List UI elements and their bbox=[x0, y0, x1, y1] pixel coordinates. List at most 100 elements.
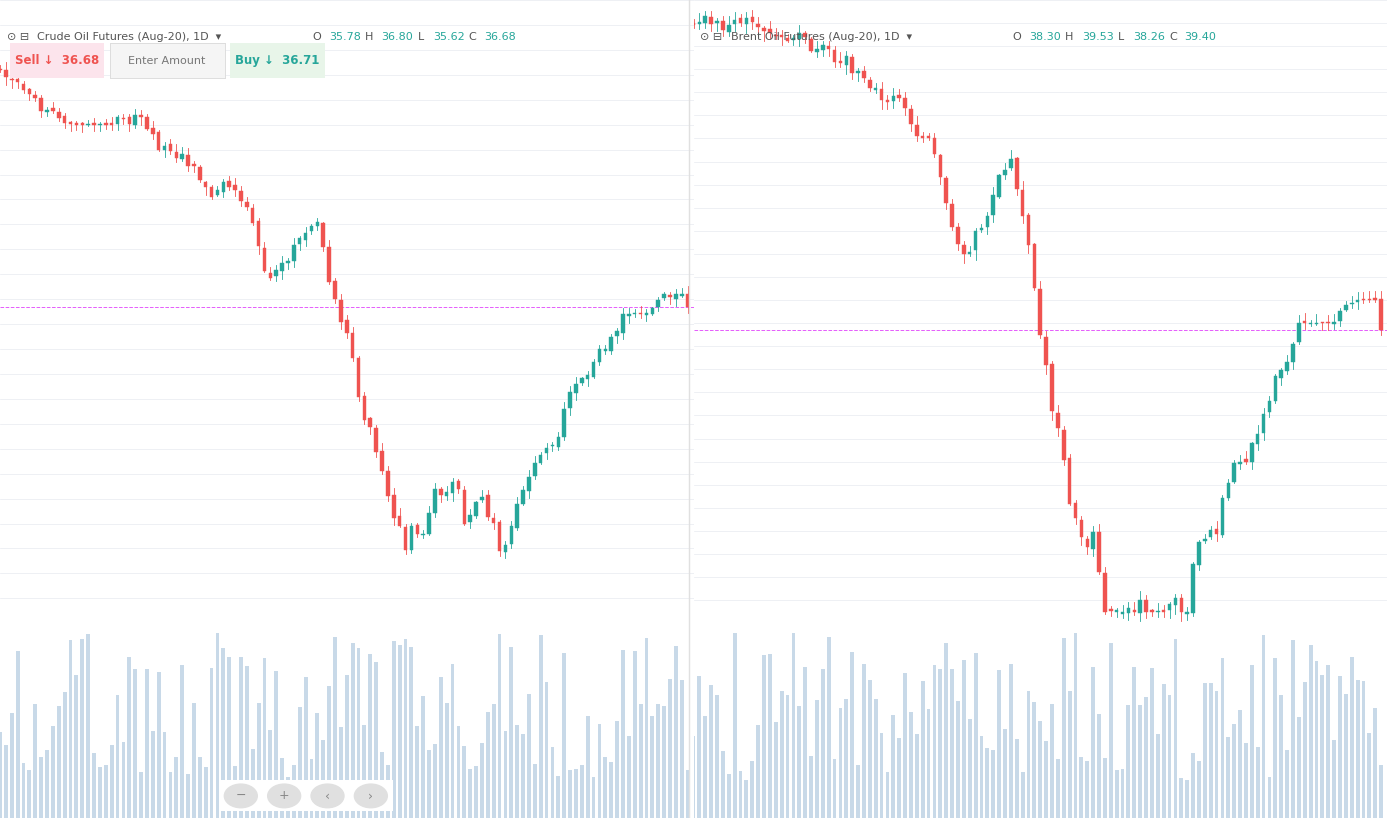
Bar bbox=[386, 765, 390, 818]
Bar bbox=[1320, 321, 1325, 323]
Bar bbox=[939, 155, 942, 178]
Bar bbox=[1008, 663, 1013, 818]
Bar bbox=[786, 38, 789, 41]
Bar bbox=[1232, 724, 1236, 818]
Text: ⊙ ⊟: ⊙ ⊟ bbox=[7, 32, 36, 42]
Bar bbox=[1179, 598, 1183, 612]
Text: Buy ↓  36.71: Buy ↓ 36.71 bbox=[236, 54, 319, 67]
Bar bbox=[451, 664, 455, 818]
Bar bbox=[1010, 159, 1013, 169]
Bar bbox=[68, 640, 72, 818]
Bar bbox=[356, 358, 361, 398]
Bar bbox=[716, 694, 718, 818]
Bar bbox=[1368, 299, 1372, 300]
Bar bbox=[1097, 714, 1101, 818]
Bar bbox=[233, 766, 237, 818]
Bar bbox=[175, 152, 178, 158]
Bar bbox=[1003, 729, 1007, 818]
Bar bbox=[186, 155, 190, 166]
Bar bbox=[1302, 321, 1307, 323]
Bar bbox=[621, 314, 624, 333]
Bar bbox=[227, 181, 232, 187]
Bar bbox=[522, 490, 524, 504]
Bar bbox=[845, 699, 849, 818]
Bar bbox=[1126, 609, 1130, 613]
Bar bbox=[739, 19, 742, 23]
Bar bbox=[169, 772, 172, 818]
Bar bbox=[727, 25, 731, 32]
Bar bbox=[868, 680, 871, 818]
Bar bbox=[380, 451, 384, 471]
Bar bbox=[651, 717, 655, 818]
Bar bbox=[739, 771, 742, 818]
Bar bbox=[674, 645, 678, 818]
Bar bbox=[985, 748, 989, 818]
Bar bbox=[128, 657, 132, 818]
Bar bbox=[1291, 344, 1294, 362]
Bar bbox=[627, 314, 631, 316]
Bar bbox=[269, 730, 272, 818]
Bar bbox=[832, 51, 836, 61]
Bar bbox=[345, 675, 348, 818]
Bar bbox=[345, 320, 348, 333]
Bar bbox=[821, 668, 825, 818]
Bar bbox=[485, 496, 490, 517]
Bar bbox=[563, 408, 566, 437]
Bar bbox=[698, 22, 702, 25]
Bar bbox=[645, 639, 648, 818]
Bar bbox=[1079, 519, 1083, 537]
Bar bbox=[685, 294, 689, 308]
Bar bbox=[257, 703, 261, 818]
Bar bbox=[1074, 633, 1078, 818]
Bar bbox=[1239, 710, 1241, 818]
Bar bbox=[440, 489, 442, 496]
Bar bbox=[850, 652, 854, 818]
Bar bbox=[239, 657, 243, 818]
Bar bbox=[1026, 691, 1031, 818]
Bar bbox=[1155, 734, 1160, 818]
Bar bbox=[732, 632, 736, 818]
Bar bbox=[645, 312, 648, 315]
Bar bbox=[1297, 323, 1301, 342]
Bar bbox=[992, 196, 994, 214]
Bar bbox=[22, 763, 25, 818]
Bar bbox=[1103, 573, 1107, 612]
Bar bbox=[1121, 769, 1125, 818]
Bar bbox=[433, 488, 437, 513]
Bar bbox=[1086, 538, 1089, 546]
Bar bbox=[404, 527, 408, 551]
Text: ‹: ‹ bbox=[325, 789, 330, 802]
Bar bbox=[503, 546, 508, 552]
Bar bbox=[1186, 612, 1189, 614]
Bar bbox=[222, 649, 225, 818]
Bar bbox=[139, 772, 143, 818]
Bar bbox=[798, 707, 802, 818]
Bar bbox=[703, 16, 707, 24]
Bar bbox=[62, 116, 67, 123]
Text: Brent Oil Futures (Aug-20), 1D  ▾: Brent Oil Futures (Aug-20), 1D ▾ bbox=[731, 32, 922, 42]
Text: O: O bbox=[312, 32, 320, 42]
Bar bbox=[398, 645, 402, 818]
Bar bbox=[979, 736, 983, 818]
Text: 35.78: 35.78 bbox=[329, 32, 361, 42]
Bar bbox=[351, 643, 355, 818]
Bar bbox=[1162, 610, 1165, 612]
Text: H: H bbox=[1065, 32, 1074, 42]
Bar bbox=[1209, 683, 1212, 818]
Bar bbox=[656, 704, 660, 818]
Bar bbox=[768, 654, 771, 818]
Bar bbox=[1050, 364, 1054, 411]
Bar bbox=[46, 110, 49, 112]
Bar bbox=[1021, 772, 1025, 818]
Bar bbox=[333, 281, 337, 299]
Bar bbox=[22, 84, 25, 90]
Bar bbox=[146, 669, 148, 818]
Bar bbox=[1173, 639, 1178, 818]
Bar bbox=[62, 693, 67, 818]
Bar bbox=[1309, 645, 1312, 818]
Bar bbox=[574, 384, 578, 393]
Bar bbox=[785, 694, 789, 818]
Bar bbox=[1344, 694, 1348, 818]
Bar bbox=[592, 777, 595, 818]
Text: −: − bbox=[236, 789, 245, 802]
